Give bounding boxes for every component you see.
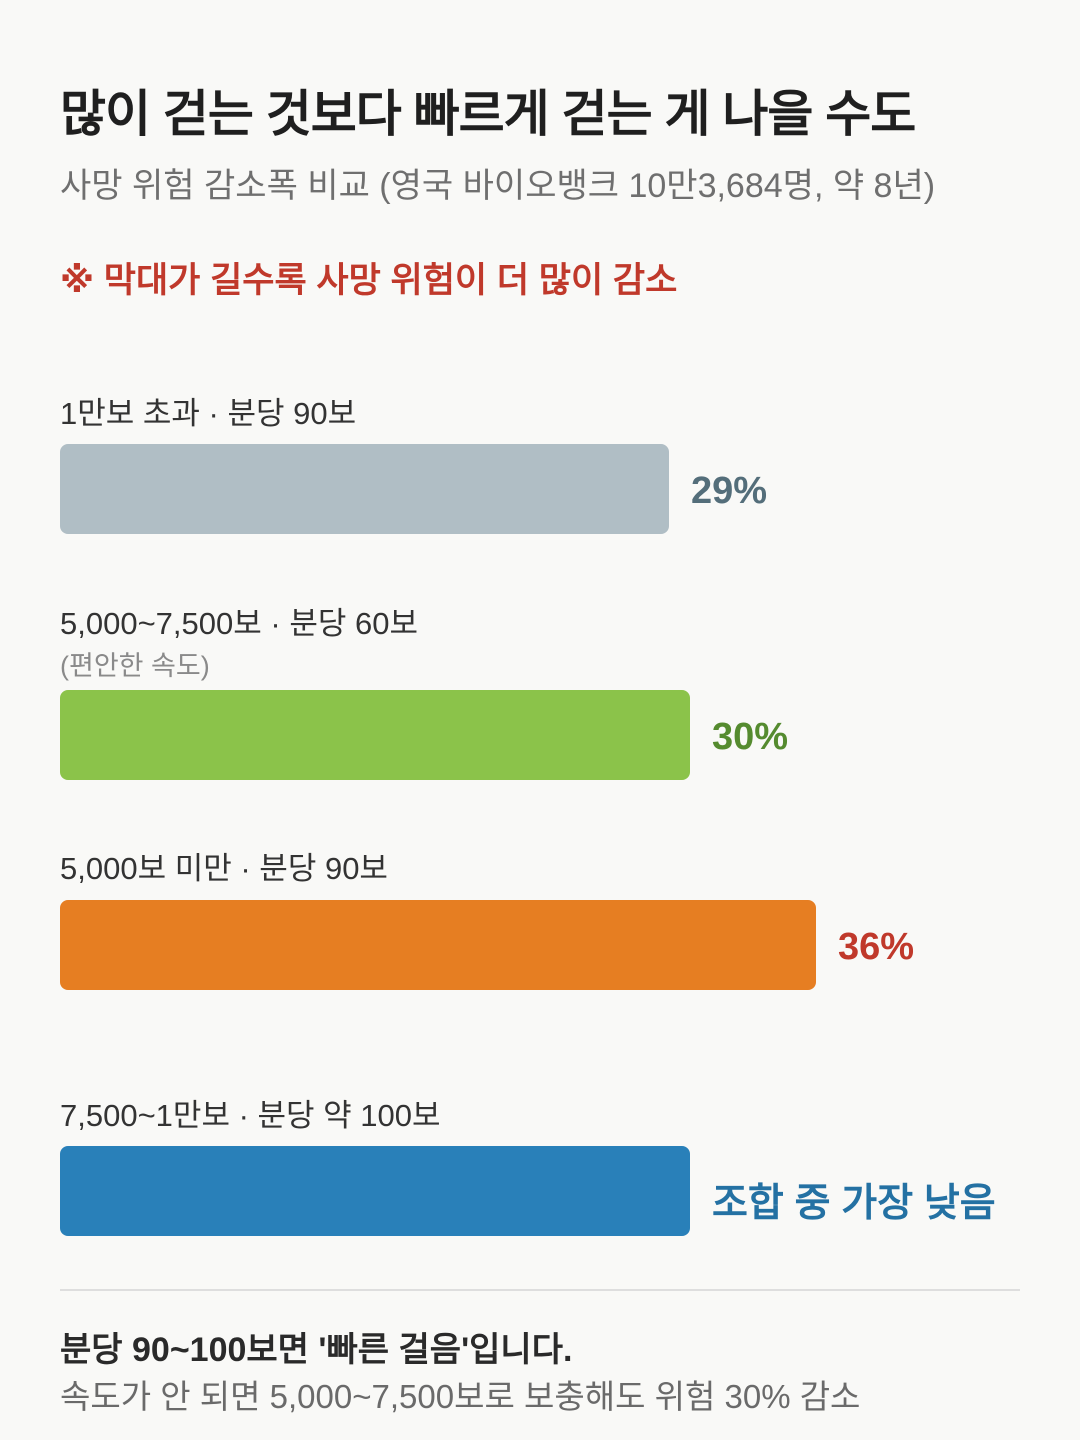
footer-headline: 분당 90~100보면 '빠른 걸음'입니다. [60, 1331, 573, 1369]
chart-note: ※ 막대가 길수록 사망 위험이 더 많이 감소 [60, 261, 678, 300]
data-label: 조합 중 가장 낮음 [712, 1182, 996, 1225]
bar [60, 690, 690, 780]
data-label: 30% [712, 716, 789, 758]
data-label: 36% [838, 926, 915, 968]
chart-subtitle: 사망 위험 감소폭 비교 (영국 바이오뱅크 10만3,684명, 약 8년) [60, 167, 936, 205]
category-label: 7,500~1만보 · 분당 약 100보 [60, 1098, 441, 1133]
footer-text: 속도가 안 되면 5,000~7,500보로 보충해도 위험 30% 감소 [60, 1378, 861, 1415]
bar [60, 900, 816, 990]
bar [60, 1146, 690, 1236]
divider [60, 1289, 1020, 1291]
bar [60, 444, 669, 534]
chart-title: 많이 걷는 것보다 빠르게 걷는 게 나을 수도 [60, 86, 916, 142]
category-label: 5,000보 미만 · 분당 90보 [60, 851, 388, 886]
data-label: 29% [691, 470, 768, 512]
category-note: (편안한 속도) [60, 651, 210, 681]
category-label: 5,000~7,500보 · 분당 60보 [60, 606, 418, 641]
category-label: 1만보 초과 · 분당 90보 [60, 396, 357, 431]
